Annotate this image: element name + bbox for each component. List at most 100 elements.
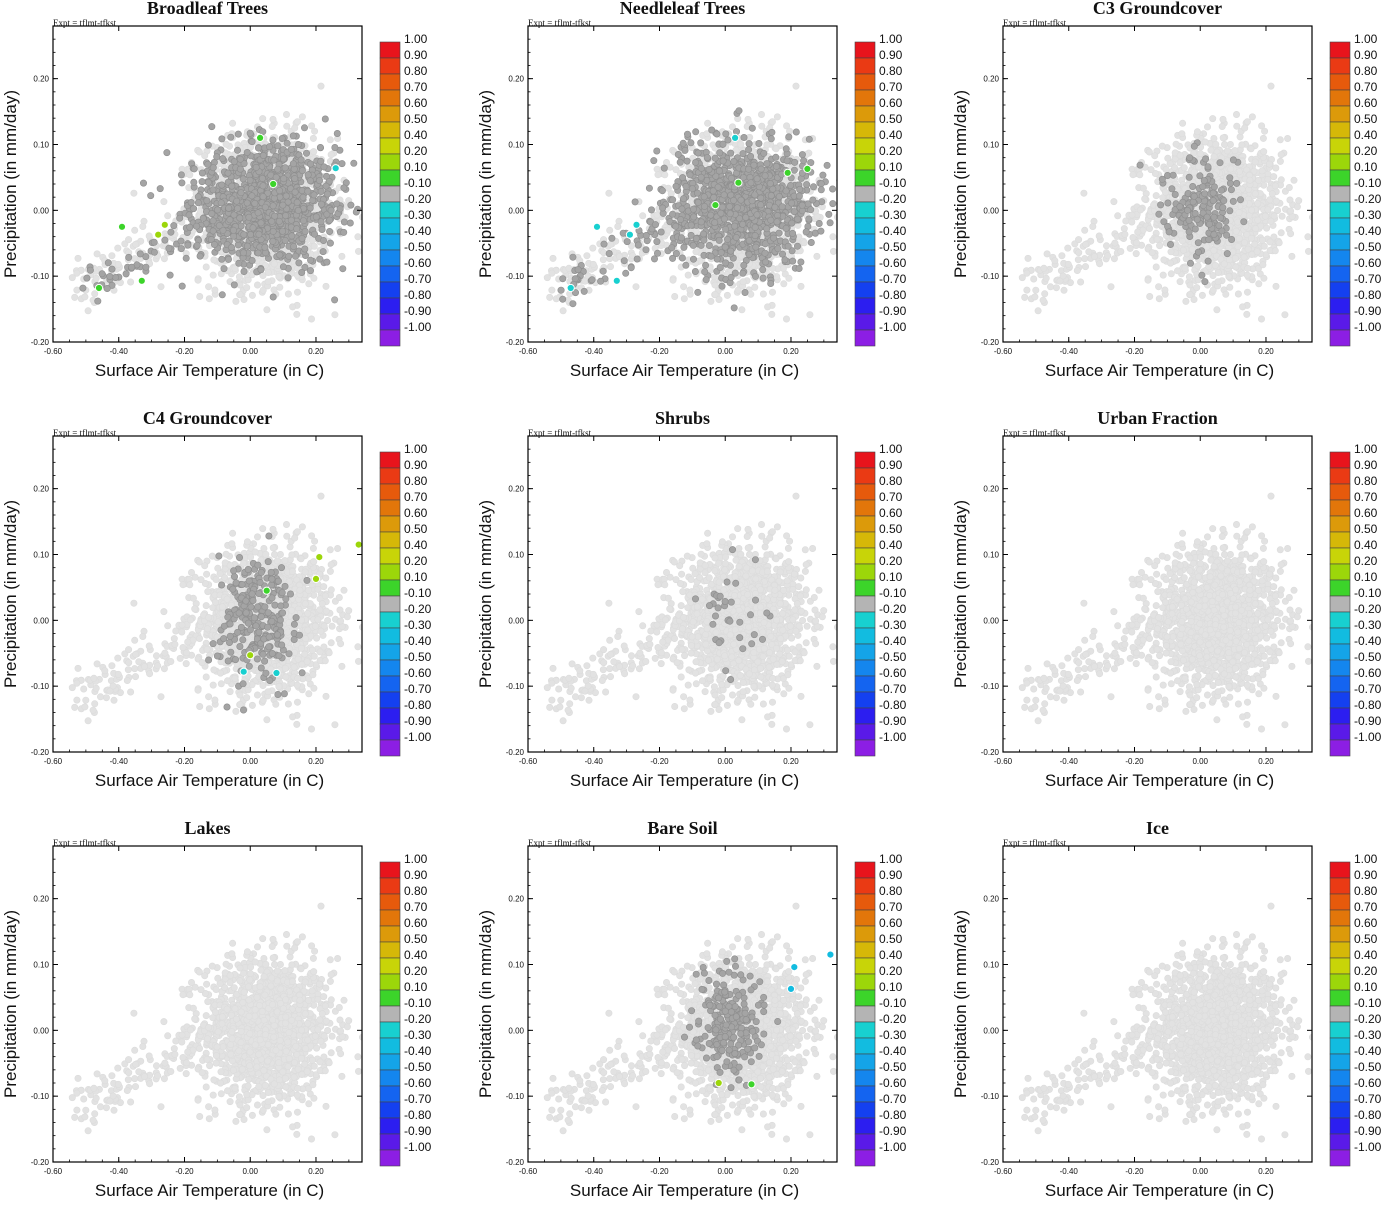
neutral-point [137,251,143,257]
neutral-point [187,224,193,230]
x-axis-label: Surface Air Temperature (in C) [95,361,324,380]
colorbar-box [380,330,400,346]
data-point [257,134,264,141]
neutral-point [177,215,183,221]
background-point [311,128,317,134]
neutral-point [786,134,792,140]
neutral-point [818,181,824,187]
neutral-point [313,214,319,220]
neutral-point [348,202,354,208]
neutral-point [246,214,252,220]
neutral-point [324,259,330,265]
neutral-point [247,130,253,136]
neutral-point [351,160,357,166]
background-point [362,212,368,218]
background-point [308,316,314,322]
neutral-point [210,187,216,193]
neutral-point [191,179,197,185]
neutral-point [244,149,250,155]
background-point [131,190,137,196]
neutral-point [299,269,305,275]
background-point [210,272,216,278]
colorbar-label: 0.60 [404,96,428,110]
neutral-point [372,181,378,187]
neutral-point [240,250,246,256]
background-point [837,212,843,218]
neutral-point [307,161,313,167]
background-point [801,240,807,246]
neutral-point [273,174,279,180]
neutral-point [241,231,247,237]
neutral-point [112,274,118,280]
neutral-point [307,178,313,184]
colorbar-box [380,138,400,154]
colorbar-box [380,90,400,106]
background-point [327,137,333,143]
background-point [94,251,100,257]
neutral-point [303,150,309,156]
colorbar-label: 0.10 [404,160,428,174]
neutral-point [292,175,298,181]
background-point [140,223,146,229]
neutral-point [183,255,189,261]
background-point [289,304,295,310]
colorbar-box [380,186,400,202]
neutral-point [284,140,290,146]
background-point [328,151,334,157]
neutral-point [305,188,311,194]
neutral-point [260,152,266,158]
background-point [584,253,590,259]
neutral-point [322,116,328,122]
neutral-point [706,242,712,248]
neutral-point [151,239,157,245]
neutral-point [283,212,289,218]
neutral-point [226,205,232,211]
neutral-point [195,200,201,206]
neutral-point [194,242,200,248]
neutral-point [298,157,304,163]
background-point [786,128,792,134]
colorbar-label: -0.60 [404,256,432,270]
background-point [306,281,312,287]
background-point [284,123,290,129]
background-point [212,287,218,293]
neutral-point [702,262,708,268]
background-point [82,294,88,300]
neutral-point [334,130,340,136]
neutral-point [292,253,298,259]
neutral-point [255,250,261,256]
background-point [708,298,714,304]
neutral-point [179,283,185,289]
neutral-point [255,210,261,216]
neutral-point [211,241,217,247]
neutral-point [234,205,240,211]
background-point [764,142,770,148]
background-point [196,149,202,155]
background-point [92,291,98,297]
background-point [606,190,612,196]
background-point [269,123,275,129]
colorbar-label: -0.90 [404,304,432,318]
neutral-point [302,228,308,234]
neutral-point [675,151,681,157]
background-point [582,278,588,284]
neutral-point [768,136,774,142]
colorbar-label: 0.50 [404,112,428,126]
neutral-point [294,226,300,232]
background-point [693,249,699,255]
neutral-point [681,244,687,250]
neutral-point [227,217,233,223]
neutral-point [829,186,835,192]
colorbar-box [380,122,400,138]
neutral-point [209,123,215,129]
background-point [270,116,276,122]
background-point [265,279,271,285]
background-point [285,291,291,297]
background-point [685,272,691,278]
y-axis-label: Precipitation (in mm/day) [1,90,20,278]
background-point [738,141,744,147]
neutral-point [221,265,227,271]
neutral-point [270,203,276,209]
neutral-point [290,133,296,139]
